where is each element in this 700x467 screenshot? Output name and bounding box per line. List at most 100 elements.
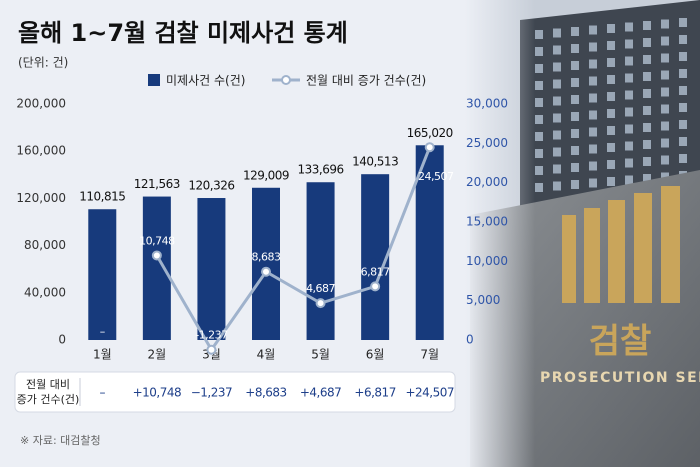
building xyxy=(520,0,700,215)
window xyxy=(535,115,543,124)
windows xyxy=(535,18,687,192)
window xyxy=(607,75,615,84)
y-tick-label: 0 xyxy=(466,333,474,347)
window xyxy=(625,39,633,49)
y-tick-label: 10,000 xyxy=(466,254,508,268)
line xyxy=(155,146,432,353)
window xyxy=(625,158,633,168)
window xyxy=(607,126,615,135)
y-tick-label: 25,000 xyxy=(466,136,508,150)
table-cell: +8,683 xyxy=(245,386,286,400)
window xyxy=(643,72,651,81)
window xyxy=(643,157,651,166)
window xyxy=(661,104,669,114)
window xyxy=(553,164,561,174)
window xyxy=(679,18,687,27)
window xyxy=(589,59,597,69)
sign-text: 검찰 xyxy=(589,322,652,362)
table-cell: – xyxy=(100,386,106,400)
window xyxy=(535,98,543,107)
table-cell: +10,748 xyxy=(133,386,182,400)
y-tick-label: 20,000 xyxy=(466,175,508,189)
window xyxy=(589,25,597,35)
window xyxy=(571,112,579,121)
line-marker xyxy=(261,266,271,277)
bar xyxy=(142,196,171,340)
line-value-label: 6,817 xyxy=(361,265,390,278)
line-value-label: 4,687 xyxy=(306,282,335,295)
window xyxy=(607,143,615,152)
window xyxy=(589,76,597,86)
bar-value-label: 110,815 xyxy=(79,190,125,204)
legend-swatch xyxy=(148,74,160,86)
bar xyxy=(415,145,444,340)
line-value-label: 24,507 xyxy=(418,170,454,183)
window xyxy=(679,35,687,44)
bar-value-label: 121,563 xyxy=(134,177,180,191)
panel-fade xyxy=(465,0,535,467)
window xyxy=(607,109,615,118)
source: ※ 자료: 대검찰청 xyxy=(20,434,101,447)
unit-label: (단위: 건) xyxy=(18,56,68,70)
window xyxy=(625,175,633,185)
window xyxy=(643,21,651,30)
legend-label: 미제사건 수(건) xyxy=(166,74,245,88)
window xyxy=(607,160,615,169)
bar-value-label: 120,326 xyxy=(188,179,234,193)
y-tick-label: 80,000 xyxy=(24,238,66,252)
legend-swatch xyxy=(281,75,291,85)
x-tick-label: 1월 xyxy=(93,348,112,362)
bar-value-label: 140,513 xyxy=(352,155,398,169)
line-marker xyxy=(315,298,326,309)
line-value-label: 8,683 xyxy=(252,251,281,264)
emblem xyxy=(562,186,680,303)
window xyxy=(535,149,543,158)
window xyxy=(679,69,687,78)
x-tick-label: 4월 xyxy=(257,348,276,362)
line-marker xyxy=(206,344,217,355)
window xyxy=(661,53,669,63)
window xyxy=(625,73,633,83)
window xyxy=(643,140,651,149)
window xyxy=(535,47,543,56)
y-tick-label: 120,000 xyxy=(16,191,66,205)
line-value-label: – xyxy=(100,325,105,338)
window xyxy=(607,58,615,67)
window xyxy=(661,87,669,97)
window xyxy=(679,120,687,129)
window xyxy=(553,96,561,106)
window xyxy=(553,62,561,72)
y-tick-label: 160,000 xyxy=(16,144,66,158)
window xyxy=(571,78,579,87)
window xyxy=(571,146,579,155)
legend-label: 전월 대비 증가 건수(건) xyxy=(306,74,426,88)
window xyxy=(625,107,633,117)
window xyxy=(535,30,543,39)
window xyxy=(625,56,633,66)
window xyxy=(589,42,597,52)
bar xyxy=(88,209,117,340)
window xyxy=(679,154,687,163)
bar xyxy=(252,187,280,340)
window xyxy=(661,121,669,131)
window xyxy=(553,45,561,55)
window xyxy=(625,124,633,134)
window xyxy=(535,166,543,175)
line-value-label: -1,237 xyxy=(195,329,228,342)
window xyxy=(643,174,651,183)
window xyxy=(553,181,561,191)
window xyxy=(643,38,651,47)
window xyxy=(679,137,687,146)
window xyxy=(643,123,651,132)
window xyxy=(661,19,669,29)
y-tick-label: 200,000 xyxy=(16,97,66,111)
window xyxy=(571,61,579,70)
line-marker xyxy=(424,142,435,153)
window xyxy=(661,138,669,148)
window xyxy=(553,79,561,89)
window xyxy=(679,103,687,112)
window xyxy=(661,155,669,165)
window xyxy=(625,90,633,100)
bar xyxy=(361,174,390,340)
